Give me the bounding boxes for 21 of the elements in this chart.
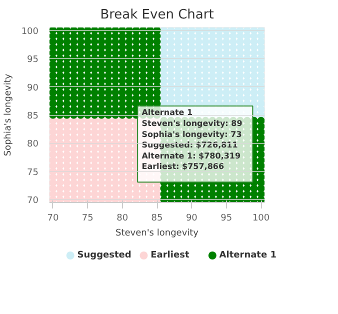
annotation: Alternate 1 Steven's longevity: 89 Sophia's longevity: 73 Suggested: $726,811 Alternate 1: $780,319 Earliest: $757,866 — [142, 108, 243, 172]
chart-title: Break Even Chart — [100, 8, 214, 22]
y-axis-title: Sophia's longevity — [3, 73, 14, 156]
x-tick-label: 70 — [47, 214, 59, 224]
legend-label: Alternate 1 — [219, 250, 276, 260]
y-tick-label: 80 — [27, 140, 39, 150]
y-tick-label: 95 — [27, 55, 38, 66]
y-tick-label: 90 — [27, 83, 39, 94]
x-axis-title: Steven's longevity — [115, 228, 200, 238]
legend-label: Suggested — [77, 250, 132, 260]
x-tick-label: 75 — [82, 214, 94, 224]
legend-label: Earliest — [150, 250, 190, 260]
x-tick-label: 95 — [220, 214, 232, 224]
x-tick-label: 80 — [116, 214, 128, 224]
y-tick-label: 100 — [21, 26, 39, 37]
x-tick-label: 90 — [186, 214, 198, 224]
x-tick-label: 85 — [151, 214, 163, 224]
x-tick-label: 100 — [252, 214, 270, 224]
y-tick-label: 85 — [27, 112, 38, 122]
y-tick-label: 70 — [27, 196, 39, 206]
y-tick-label: 75 — [27, 168, 38, 178]
